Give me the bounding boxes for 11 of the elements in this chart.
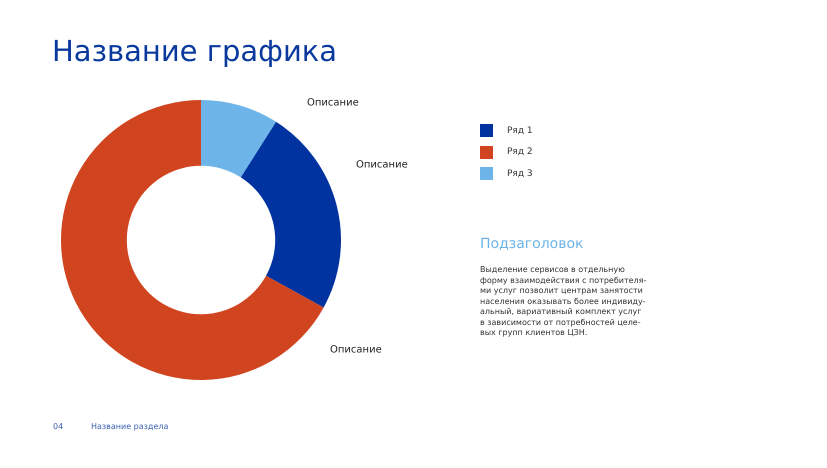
legend-label: Ряд 3: [507, 168, 533, 179]
text: 04: [53, 422, 64, 431]
legend-label: Ряд 1: [507, 126, 533, 136]
text: Название раздела: [91, 422, 168, 431]
text: Описание: [356, 160, 408, 171]
text: Выделение сервисов в отдельную форму взаимодействия с потребителя- ми услуг позволит центрам занятости населения оказывать более индивиду- альный, вариативный комплект услуг в зависимости от потребностей целе- вых групп клиентов ЦЗН.: [480, 265, 646, 338]
text: Описание: [307, 98, 359, 109]
legend-label: Ряд 2: [507, 147, 533, 158]
chart-title: Название графика: [52, 34, 338, 68]
text: Описание: [330, 344, 382, 356]
text: Подзаголовок: [480, 236, 584, 252]
